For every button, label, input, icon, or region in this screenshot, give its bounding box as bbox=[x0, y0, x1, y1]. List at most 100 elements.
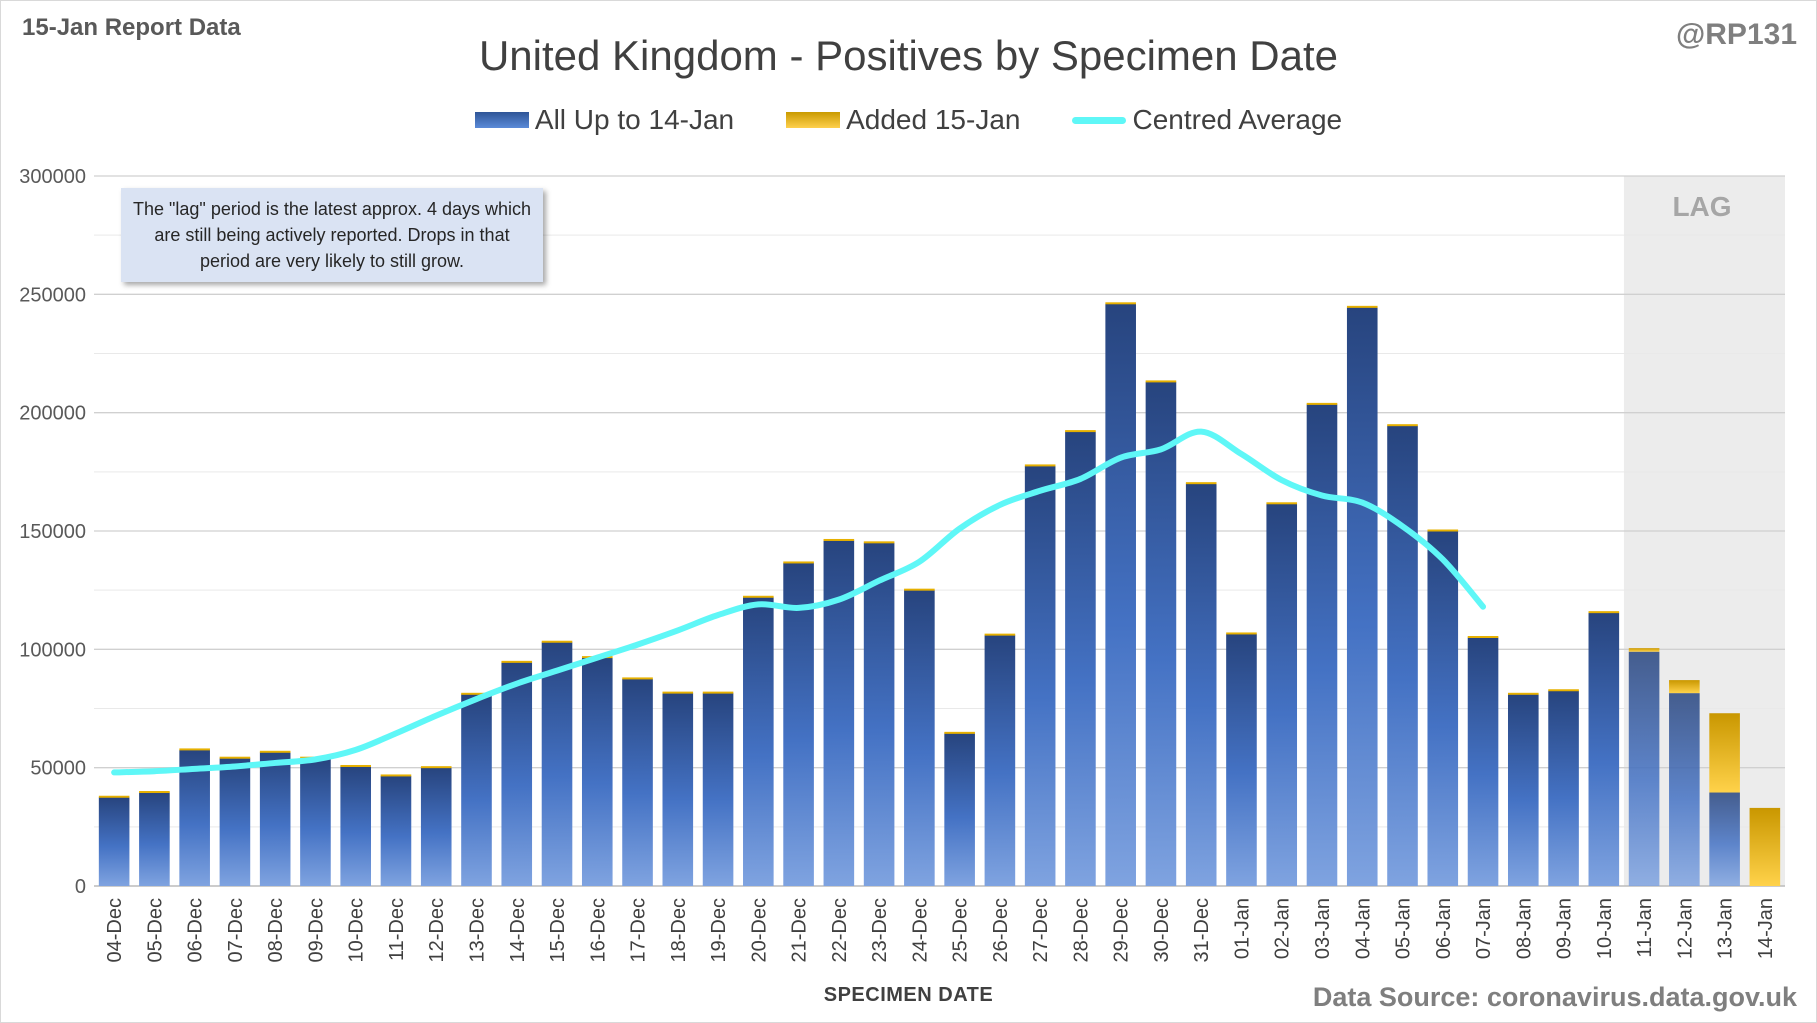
bar-added bbox=[622, 677, 653, 680]
bar-base bbox=[1306, 404, 1338, 886]
bar-base bbox=[662, 693, 694, 886]
bar-base bbox=[541, 642, 573, 886]
lag-label: LAG bbox=[1672, 191, 1731, 222]
bar-base bbox=[219, 758, 251, 886]
bar-base bbox=[380, 775, 412, 886]
bar-added bbox=[1548, 689, 1579, 692]
x-tick-label: 13-Dec bbox=[466, 898, 488, 962]
bar-base bbox=[702, 693, 734, 886]
bar-base bbox=[622, 678, 653, 886]
bar-base bbox=[139, 792, 170, 886]
bar-added bbox=[863, 541, 895, 544]
data-source: Data Source: coronavirus.data.gov.uk bbox=[1312, 982, 1797, 1012]
bar-base bbox=[1588, 612, 1620, 886]
x-tick-label: 09-Jan bbox=[1554, 898, 1576, 959]
bar-added bbox=[98, 795, 130, 798]
bar-base bbox=[501, 662, 533, 886]
bar-added bbox=[461, 692, 492, 695]
x-tick-label: 14-Dec bbox=[507, 898, 529, 962]
legend-item-average: Centred Average bbox=[1072, 104, 1342, 136]
x-tick-label: 20-Dec bbox=[748, 898, 770, 962]
legend: All Up to 14-Jan Added 15-Jan Centred Av… bbox=[0, 104, 1817, 136]
bar-base bbox=[1024, 465, 1056, 886]
x-tick-label: 13-Jan bbox=[1715, 898, 1737, 959]
x-tick-label: 19-Dec bbox=[708, 898, 730, 962]
x-tick-label: 04-Jan bbox=[1352, 898, 1374, 959]
bar-base bbox=[1266, 503, 1298, 886]
y-tick-label: 200000 bbox=[19, 403, 86, 425]
x-tick-label: 10-Jan bbox=[1594, 898, 1616, 959]
bar-added bbox=[1709, 713, 1740, 793]
bar-added bbox=[1065, 430, 1096, 433]
bar-added bbox=[380, 774, 412, 777]
legend-item-added: Added 15-Jan bbox=[786, 104, 1020, 136]
bar-base bbox=[1185, 483, 1217, 886]
x-tick-label: 12-Jan bbox=[1674, 898, 1696, 959]
x-tick-label: 26-Dec bbox=[990, 898, 1012, 962]
bar-added bbox=[501, 660, 533, 663]
x-tick-label: 25-Dec bbox=[950, 898, 972, 962]
bar-added bbox=[1669, 680, 1700, 694]
x-tick-label: 01-Jan bbox=[1231, 898, 1253, 959]
lag-note: The "lag" period is the latest approx. 4… bbox=[121, 188, 543, 282]
x-tick-label: 15-Dec bbox=[547, 898, 569, 962]
bar-base bbox=[1105, 303, 1136, 886]
bar-added bbox=[823, 538, 855, 541]
x-axis-title: SPECIMEN DATE bbox=[823, 984, 994, 1006]
bar-base bbox=[1226, 633, 1257, 886]
bar-added bbox=[219, 756, 251, 759]
bar-added bbox=[1145, 380, 1177, 383]
bar-base bbox=[783, 562, 814, 886]
bar-base bbox=[984, 635, 1016, 886]
bar-base bbox=[179, 749, 210, 886]
bar-base bbox=[420, 767, 452, 886]
x-tick-label: 08-Dec bbox=[265, 898, 287, 962]
x-tick-label: 07-Jan bbox=[1473, 898, 1495, 959]
bar-added bbox=[1427, 529, 1459, 532]
bar-added bbox=[420, 766, 452, 769]
x-tick-label: 22-Dec bbox=[829, 898, 851, 962]
x-tick-label: 28-Dec bbox=[1070, 898, 1092, 962]
bar-added bbox=[662, 691, 694, 694]
centred-average-line bbox=[111, 428, 1487, 776]
bar-base bbox=[863, 542, 895, 886]
bar-added bbox=[541, 640, 573, 643]
bar-base bbox=[1427, 531, 1459, 886]
bar-base bbox=[944, 733, 975, 886]
y-tick-label: 0 bbox=[75, 876, 86, 898]
bar-base bbox=[1548, 690, 1579, 886]
bar-base bbox=[1628, 651, 1660, 886]
y-tick-label: 300000 bbox=[19, 166, 86, 188]
legend-label-added: Added 15-Jan bbox=[846, 104, 1021, 135]
x-tick-label: 23-Dec bbox=[869, 898, 891, 962]
bar-base bbox=[1065, 431, 1096, 886]
author-handle: @RP131 bbox=[1676, 18, 1797, 51]
x-tick-label: 27-Dec bbox=[1030, 898, 1052, 962]
y-tick-label: 250000 bbox=[19, 284, 86, 306]
bar-base bbox=[1387, 425, 1418, 886]
bar-added bbox=[702, 691, 734, 694]
report-date-label: 15-Jan Report Data bbox=[22, 14, 241, 41]
x-tick-label: 30-Dec bbox=[1151, 898, 1173, 962]
x-tick-label: 02-Jan bbox=[1272, 898, 1294, 959]
x-tick-label: 17-Dec bbox=[628, 898, 650, 962]
bar-base bbox=[1467, 637, 1499, 886]
bar-added bbox=[1185, 482, 1217, 485]
bar-base bbox=[259, 752, 291, 886]
x-tick-label: 11-Jan bbox=[1634, 898, 1656, 958]
x-tick-label: 09-Dec bbox=[305, 898, 327, 962]
bar-added bbox=[139, 791, 170, 794]
x-tick-label: 05-Dec bbox=[144, 898, 166, 962]
x-tick-label: 24-Dec bbox=[909, 898, 931, 962]
bar-base bbox=[1145, 381, 1177, 886]
x-tick-label: 07-Dec bbox=[225, 898, 247, 962]
y-tick-label: 50000 bbox=[30, 758, 86, 780]
bar-added bbox=[1467, 636, 1499, 638]
y-tick-label: 150000 bbox=[19, 521, 86, 543]
bar-base bbox=[1346, 307, 1378, 887]
x-tick-label: 14-Jan bbox=[1755, 898, 1777, 959]
x-tick-label: 06-Jan bbox=[1433, 898, 1455, 959]
bar-added bbox=[904, 588, 935, 591]
bar-added bbox=[1507, 692, 1539, 695]
